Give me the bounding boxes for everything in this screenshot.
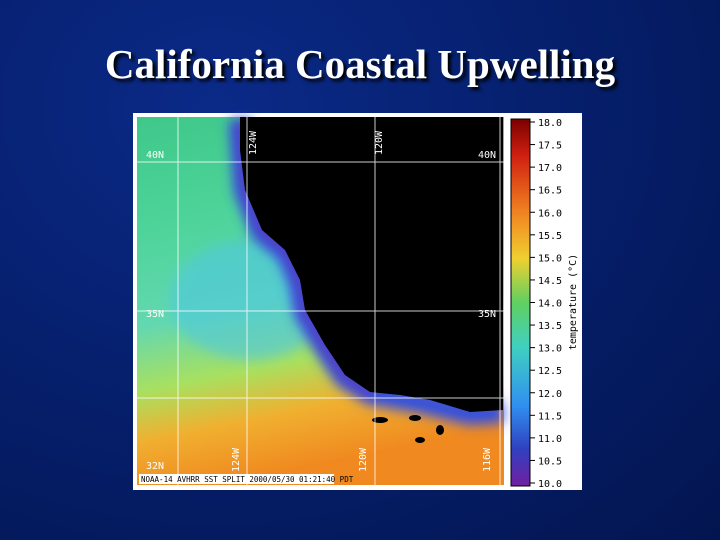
colorbar (510, 118, 531, 487)
colorbar-tick-label: 13.0 (538, 344, 562, 355)
caption: NOAA-14 AVHRR SST SPLIT 2000/05/30 01:21… (141, 475, 354, 484)
map-labels: 40N 35N 32N 40N 35N 124W 120W 124W 120W … (146, 130, 496, 472)
lon-label: 120W (374, 130, 385, 155)
colorbar-tick-label: 11.0 (538, 434, 562, 445)
land (240, 117, 503, 412)
lon-label: 120W (358, 447, 369, 472)
graticule (137, 117, 504, 485)
colorbar-tick-label: 18.0 (538, 118, 562, 129)
colorbar-tick-label: 16.0 (538, 208, 562, 219)
colorbar-ticks: 18.0 17.5 17.0 16.5 16.0 15.5 15.0 14.5 14.0 13.5… (530, 118, 562, 490)
lat-label: 32N (146, 461, 164, 472)
colorbar-tick-label: 16.5 (538, 186, 562, 197)
lon-label: 124W (248, 130, 259, 155)
colorbar-tick-label: 14.0 (538, 299, 562, 310)
caption-bg (139, 474, 334, 484)
colorbar-tick-label: 14.5 (538, 276, 562, 287)
colorbar-tick-label: 10.5 (538, 456, 562, 467)
upwelling-core (237, 119, 374, 397)
lat-label: 35N (146, 309, 164, 320)
colorbar-tick-label: 17.0 (538, 163, 562, 174)
colorbar-tick-label: 12.5 (538, 366, 562, 377)
colorbar-tick-label: 13.5 (538, 321, 562, 332)
colorbar-label: temperature (°C) (568, 254, 579, 350)
lon-label: 124W (231, 447, 242, 472)
colorbar-tick-label: 17.5 (538, 141, 562, 152)
slide-title: California Coastal Upwelling (104, 41, 616, 87)
colorbar-tick-label: 15.5 (538, 231, 562, 242)
colorbar-tick-label: 15.0 (538, 253, 562, 264)
colorbar-tick-label: 10.0 (538, 479, 562, 490)
islands (372, 415, 444, 443)
lon-label: 116W (482, 447, 493, 472)
lat-label: 40N (146, 150, 164, 161)
colorbar-tick-label: 12.0 (538, 389, 562, 400)
colorbar-tick-label: 11.5 (538, 411, 562, 422)
lat-label: 40N (478, 150, 496, 161)
lat-label: 35N (478, 309, 496, 320)
